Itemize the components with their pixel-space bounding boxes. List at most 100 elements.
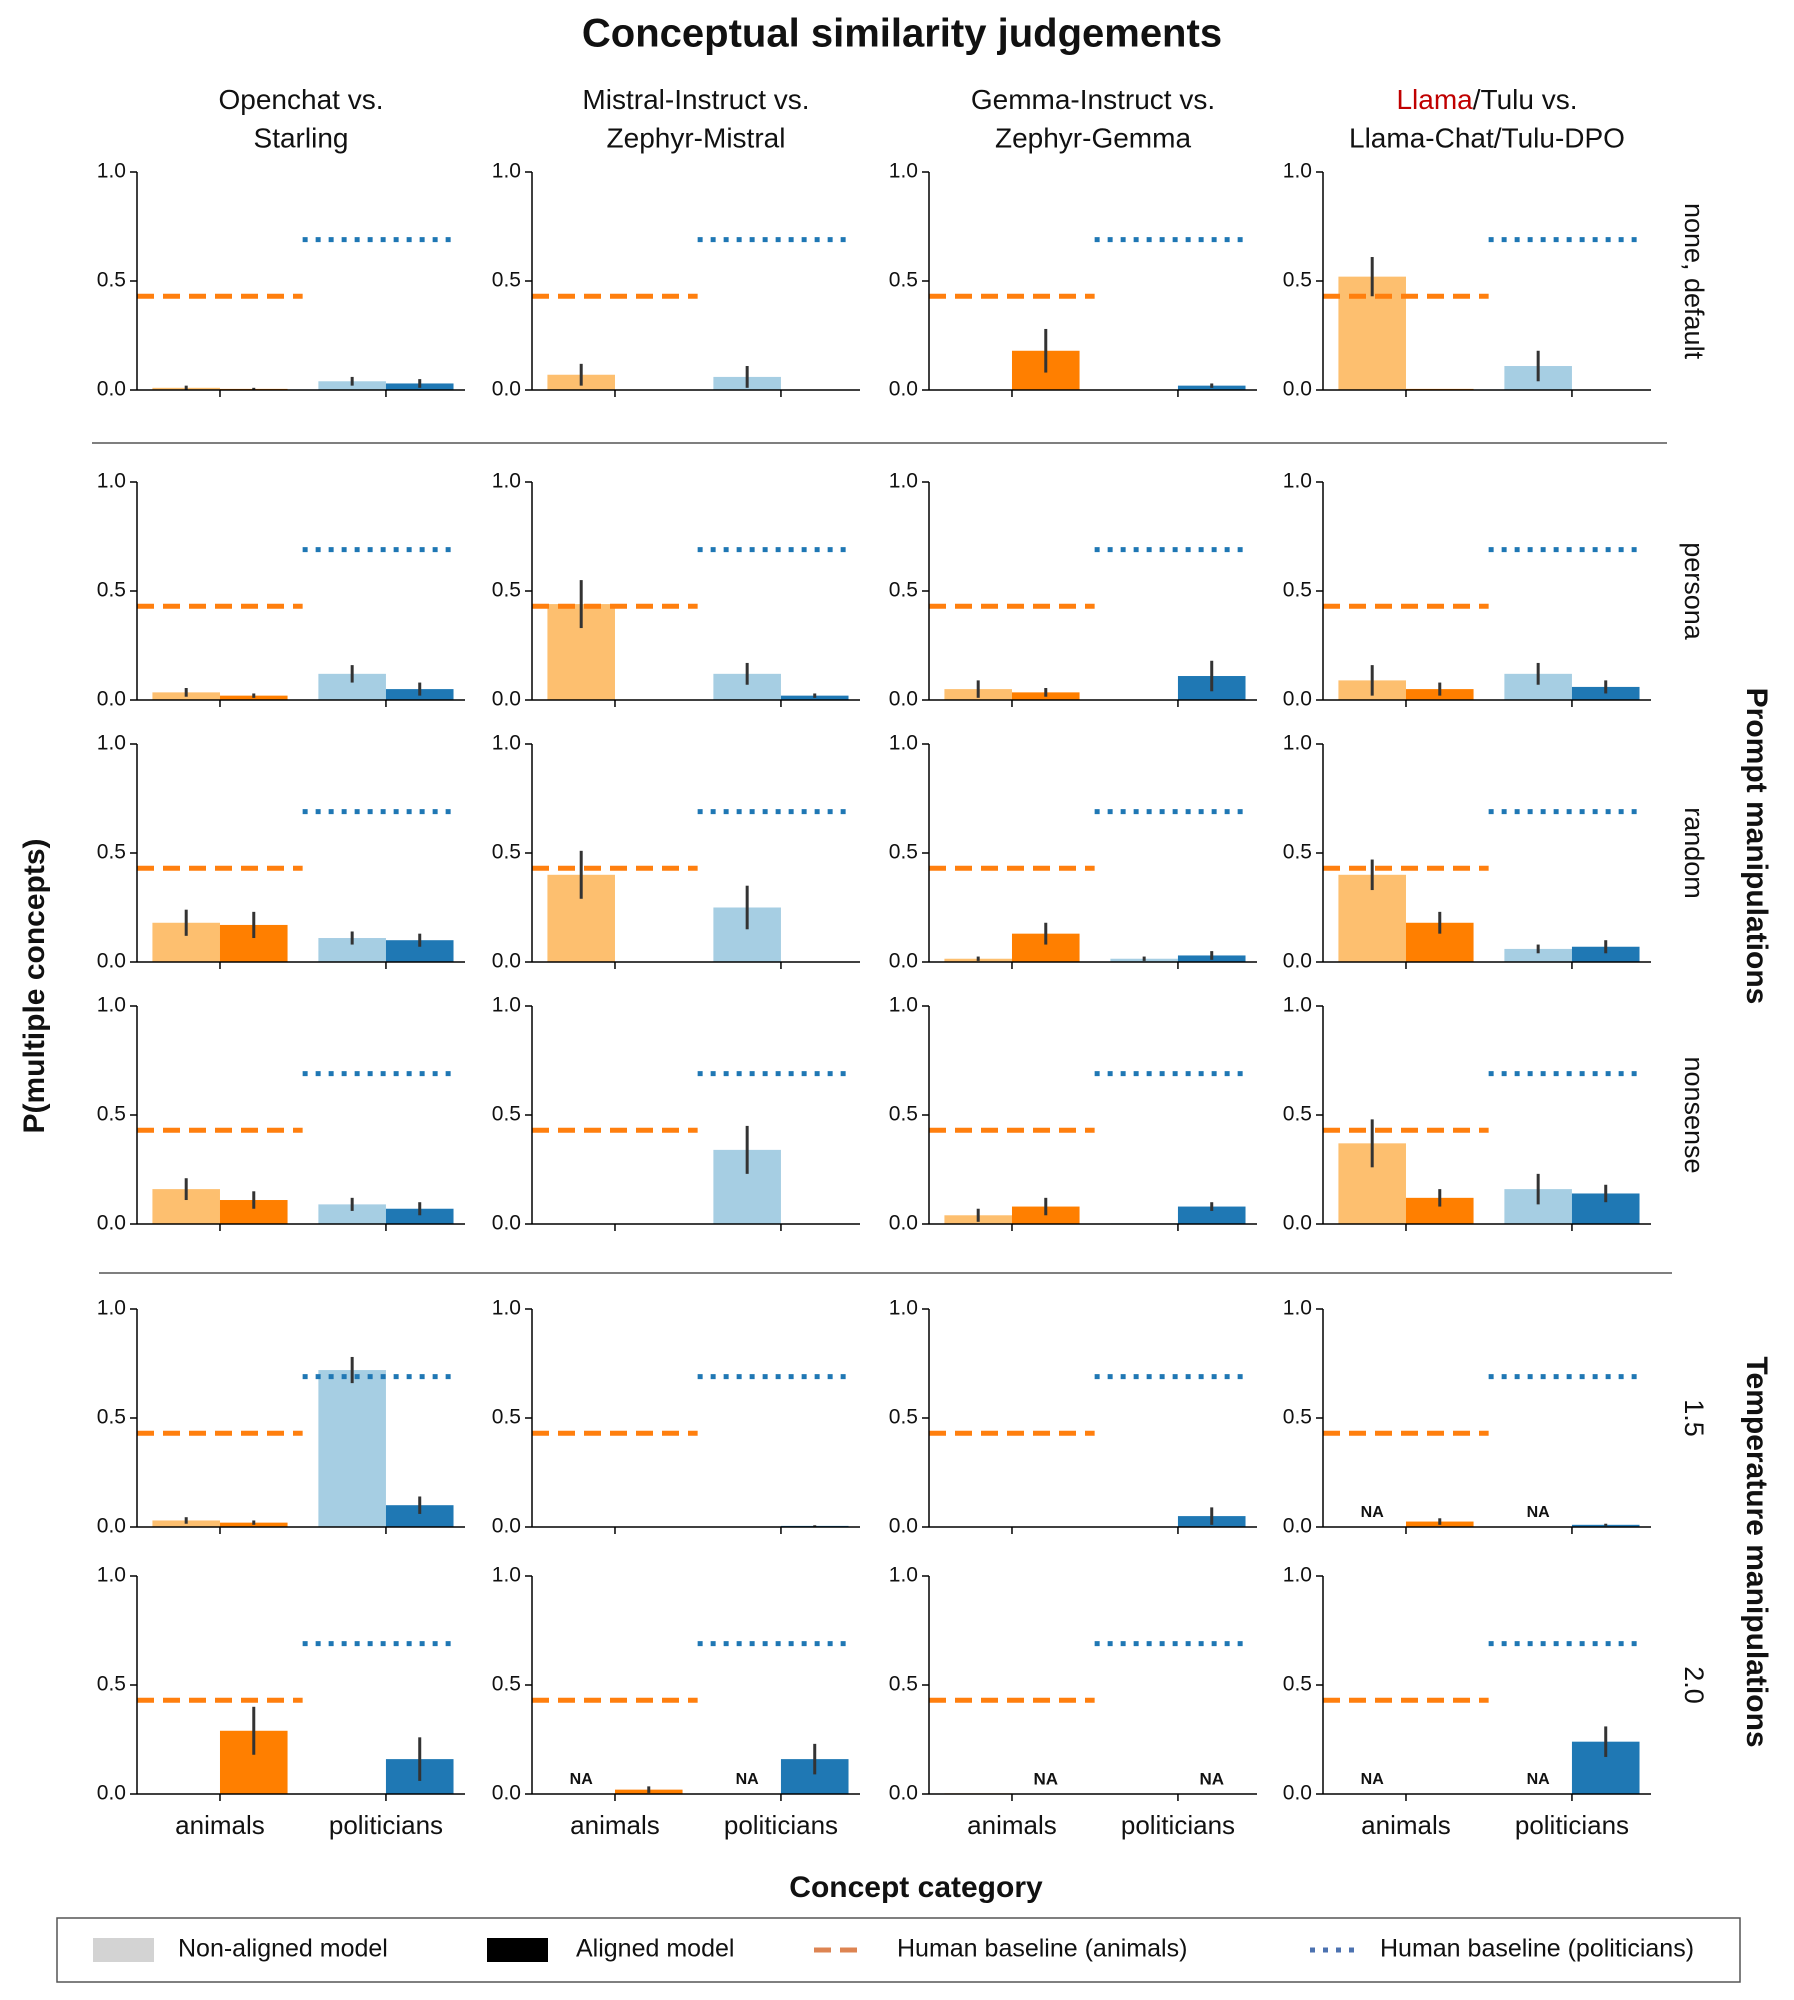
y-tick-label: 0.0 [492,688,521,711]
column-title-line: Mistral-Instruct vs. [582,84,809,115]
row-label: nonsense [1679,1056,1709,1173]
y-tick-label: 0.5 [97,841,126,864]
y-tick-label: 1.0 [1283,732,1312,755]
x-tick-label: animals [175,1810,265,1840]
y-tick-label: 1.0 [889,1564,918,1587]
na-label: NA [570,1771,594,1788]
legend-label: Human baseline (animals) [897,1935,1187,1963]
y-tick-label: 0.0 [97,1515,126,1538]
y-tick-label: 0.5 [1283,1103,1312,1126]
legend-box [56,1917,1741,1983]
bar [318,1370,386,1527]
column-title-line: Gemma-Instruct vs. [971,84,1215,115]
column-title: Llama-Chat/Tulu-DPO [1349,122,1625,153]
y-tick-label: 0.0 [889,1212,918,1235]
y-tick-label: 0.5 [97,1103,126,1126]
group-label: Prompt manipulations [1740,688,1773,1005]
x-tick-label: politicians [329,1810,443,1840]
y-tick-label: 0.5 [492,1103,521,1126]
column-title-line: Openchat vs. [219,84,384,115]
y-tick-label: 0.5 [492,1406,521,1429]
column-title-highlight: Llama [1396,84,1473,115]
legend-swatch [487,1938,548,1962]
row-label: 2.0 [1679,1666,1709,1704]
y-tick-label: 1.0 [889,732,918,755]
y-tick-label: 0.0 [1283,950,1312,973]
y-tick-label: 0.5 [889,841,918,864]
bar [385,1505,454,1527]
y-tick-label: 1.0 [97,994,126,1017]
y-tick-label: 1.0 [1283,160,1312,183]
y-tick-label: 0.0 [1283,1212,1312,1235]
y-tick-label: 0.0 [492,1782,521,1805]
na-label: NA [736,1771,760,1788]
y-tick-label: 1.0 [492,160,521,183]
y-tick-label: 1.0 [1283,994,1312,1017]
y-tick-label: 0.5 [889,1103,918,1126]
y-tick-label: 1.0 [889,994,918,1017]
y-tick-label: 1.0 [1283,1297,1312,1320]
bar [1571,946,1640,962]
y-tick-label: 1.0 [97,160,126,183]
y-tick-label: 0.5 [1283,1406,1312,1429]
y-tick-label: 0.5 [492,1673,521,1696]
y-tick-label: 0.0 [492,378,521,401]
bar [318,1204,386,1224]
y-tick-label: 1.0 [889,1297,918,1320]
y-tick-label: 0.0 [1283,378,1312,401]
y-tick-label: 1.0 [889,470,918,493]
y-tick-label: 0.0 [889,378,918,401]
row-label: none, default [1679,203,1709,360]
column-title: Zephyr-Mistral [607,122,786,153]
figure-title: Conceptual similarity judgements [582,12,1222,56]
y-tick-label: 0.5 [889,269,918,292]
y-tick-label: 1.0 [1283,470,1312,493]
row-label: persona [1679,542,1709,641]
column-title: Zephyr-Gemma [995,122,1191,153]
x-tick-label: animals [570,1810,660,1840]
column-title: Starling [254,122,349,153]
y-tick-label: 0.5 [97,579,126,602]
column-title: Llama/Tulu vs. [1396,84,1577,115]
y-tick-label: 0.0 [492,950,521,973]
y-tick-label: 0.5 [1283,579,1312,602]
na-label: NA [1361,1504,1385,1521]
x-tick-label: politicians [1515,1810,1629,1840]
y-tick-label: 1.0 [97,732,126,755]
na-label: NA [1527,1504,1551,1521]
na-label: NA [1527,1771,1551,1788]
bar [318,938,386,962]
row-label: 1.5 [1679,1399,1709,1437]
y-tick-label: 1.0 [492,470,521,493]
y-tick-label: 1.0 [97,1297,126,1320]
y-tick-label: 0.0 [1283,688,1312,711]
y-tick-label: 0.5 [1283,269,1312,292]
y-tick-label: 1.0 [492,1297,521,1320]
y-tick-label: 0.0 [889,950,918,973]
y-tick-label: 1.0 [492,1564,521,1587]
x-tick-label: animals [1361,1810,1451,1840]
y-tick-label: 0.0 [97,378,126,401]
y-tick-label: 0.0 [97,688,126,711]
column-title: Gemma-Instruct vs. [971,84,1215,115]
x-tick-label: politicians [724,1810,838,1840]
column-title: Openchat vs. [219,84,384,115]
y-tick-label: 1.0 [492,994,521,1017]
y-tick-label: 0.0 [1283,1515,1312,1538]
y-tick-label: 0.0 [97,1212,126,1235]
na-label: NA [1199,1769,1224,1788]
y-tick-label: 0.0 [1283,1782,1312,1805]
legend-label: Aligned model [576,1935,734,1963]
bar [385,1208,454,1224]
y-tick-label: 0.0 [97,1782,126,1805]
y-tick-label: 1.0 [97,1564,126,1587]
y-tick-label: 1.0 [97,470,126,493]
na-label: NA [1033,1769,1058,1788]
y-tick-label: 0.5 [492,841,521,864]
legend-label: Non-aligned model [178,1935,388,1963]
y-tick-label: 0.0 [492,1515,521,1538]
y-tick-label: 0.5 [97,269,126,292]
y-axis-label: P(multiple concepts) [18,838,51,1133]
na-label: NA [1361,1771,1385,1788]
y-tick-label: 0.0 [492,1212,521,1235]
